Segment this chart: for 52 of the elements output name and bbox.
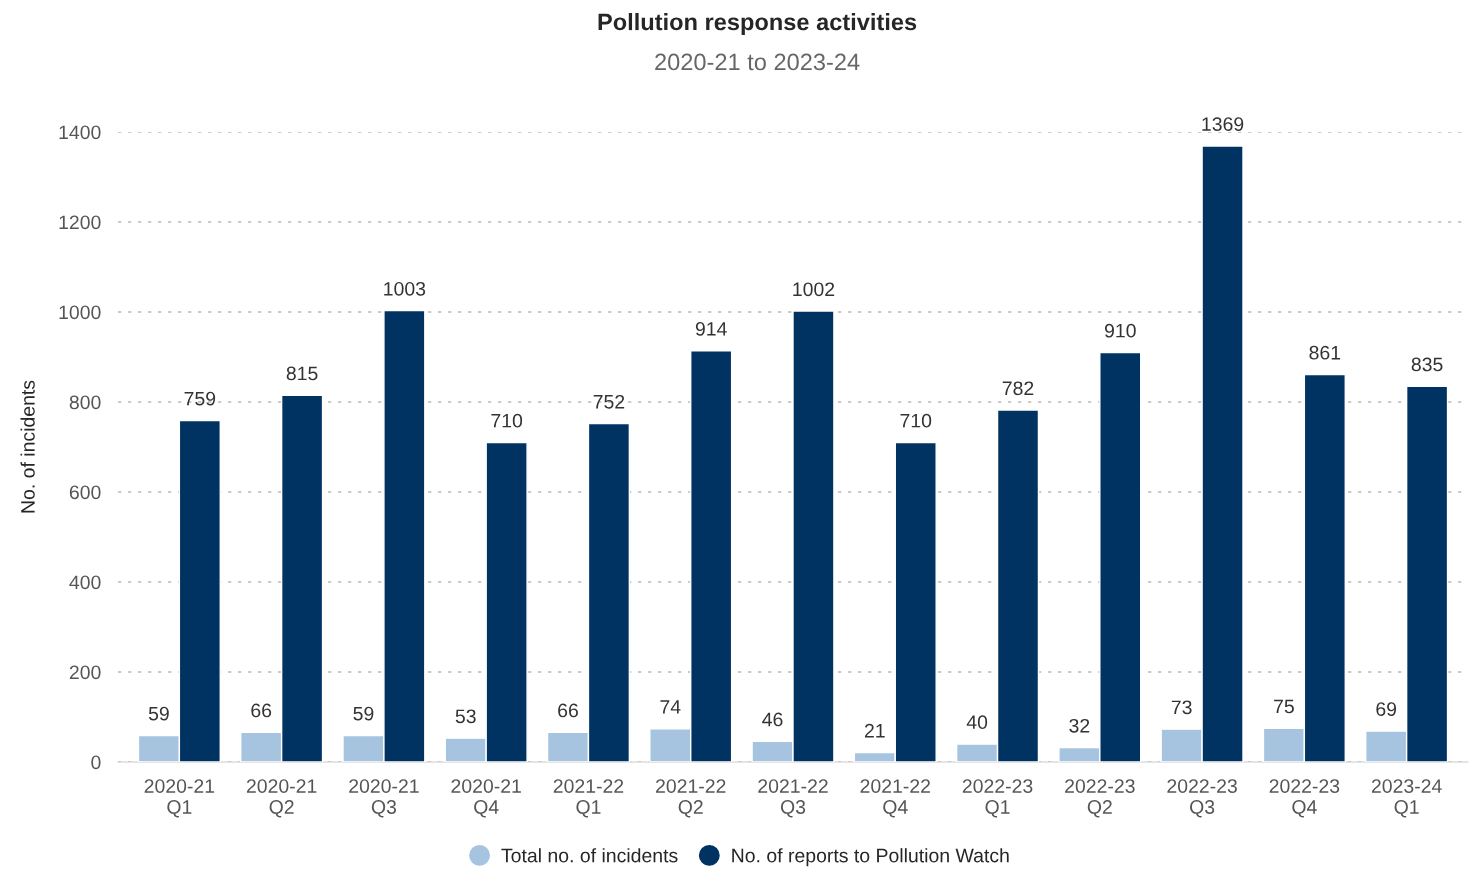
data-label: 914 bbox=[695, 321, 727, 336]
data-label: 835 bbox=[1411, 357, 1443, 372]
x-tick-label: 2022-23 Q2 bbox=[1065, 779, 1135, 818]
x-tick-label: 2022-23 Q3 bbox=[1167, 779, 1237, 818]
data-label: 782 bbox=[1002, 381, 1034, 396]
x-tick-label: 2023-24 Q1 bbox=[1371, 779, 1442, 818]
chart-title: Pollution response activities bbox=[598, 13, 917, 36]
chart-subtitle: 2020-21 to 2023-24 bbox=[655, 53, 860, 71]
data-label: 66 bbox=[558, 703, 578, 718]
x-tick-label: 2021-22 Q4 bbox=[860, 779, 930, 818]
data-label: 759 bbox=[184, 391, 216, 406]
data-label: 21 bbox=[864, 723, 885, 738]
data-label: 40 bbox=[966, 715, 988, 730]
x-tick-label: 2020-21 Q1 bbox=[144, 779, 215, 818]
data-label: 59 bbox=[353, 706, 374, 721]
y-tick-label: 1200 bbox=[59, 215, 101, 230]
data-label: 59 bbox=[148, 706, 169, 721]
data-label: 69 bbox=[1376, 702, 1397, 716]
y-tick-label: 1000 bbox=[59, 305, 101, 320]
data-label: 1002 bbox=[793, 282, 835, 297]
x-tick-label: 2022-23 Q4 bbox=[1269, 779, 1340, 818]
y-tick-label: 600 bbox=[69, 485, 101, 500]
data-label: 861 bbox=[1309, 345, 1341, 360]
legend-label: No. of reports to Pollution Watch bbox=[732, 848, 1009, 867]
x-tick-label: 2021-22 Q2 bbox=[656, 779, 726, 818]
data-label: 32 bbox=[1069, 718, 1090, 733]
x-tick-label: 2022-23 Q1 bbox=[962, 779, 1033, 818]
y-tick-label: 0 bbox=[91, 755, 101, 770]
data-label: 74 bbox=[660, 700, 681, 714]
y-tick-label: 400 bbox=[69, 575, 101, 590]
data-label: 752 bbox=[593, 394, 625, 409]
data-label: 710 bbox=[900, 413, 932, 428]
data-label: 73 bbox=[1171, 700, 1192, 715]
data-label: 1369 bbox=[1202, 117, 1244, 131]
x-tick-label: 2020-21 Q4 bbox=[451, 779, 521, 818]
x-tick-label: 2021-22 Q3 bbox=[758, 779, 828, 818]
data-label: 910 bbox=[1104, 323, 1136, 338]
data-label: 815 bbox=[286, 366, 318, 381]
x-tick-label: 2020-21 Q2 bbox=[246, 779, 317, 818]
data-label: 75 bbox=[1274, 699, 1294, 714]
data-label: 66 bbox=[251, 703, 272, 718]
data-label: 53 bbox=[455, 709, 476, 724]
x-tick-label: 2021-22 Q1 bbox=[553, 779, 624, 818]
y-axis-title: No. of incidents bbox=[20, 380, 35, 513]
data-label: 46 bbox=[762, 712, 783, 727]
legend-label: Total no. of incidents bbox=[501, 848, 678, 863]
data-label: 1003 bbox=[384, 281, 426, 296]
y-tick-label: 800 bbox=[69, 395, 101, 410]
data-label: 710 bbox=[491, 413, 523, 428]
y-tick-label: 200 bbox=[69, 665, 101, 680]
y-tick-label: 1400 bbox=[59, 125, 101, 140]
x-tick-label: 2020-21 Q3 bbox=[349, 779, 419, 818]
